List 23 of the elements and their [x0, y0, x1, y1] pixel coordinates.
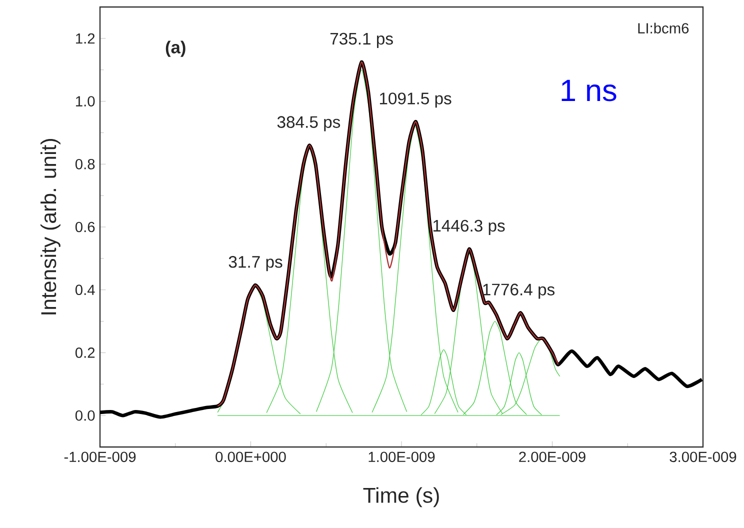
annotation: 384.5 ps	[277, 116, 340, 132]
annotation: 1446.3 ps	[433, 220, 505, 235]
annotation: (a)	[166, 40, 186, 57]
annotation: LI:bcm6	[638, 22, 689, 34]
annotation: 1 ns	[562, 80, 616, 102]
y-tick-label: 1.0	[76, 96, 95, 106]
x-tick-label: 2.00E-009	[519, 452, 586, 462]
y-tick-label: 0.4	[75, 284, 95, 296]
x-tick-label: -1.00E-009	[64, 452, 136, 462]
y-tick-label: 0.6	[75, 222, 95, 232]
x-tick-label: 0.00E+000	[216, 452, 286, 462]
y-tick-label: 1.2	[76, 33, 95, 44]
annotation: 735.1 ps	[330, 32, 393, 48]
annotation: 1091.5 ps	[380, 92, 452, 108]
y-tick-label: 0.2	[75, 348, 95, 358]
x-axis-title: Time (s)	[363, 487, 439, 508]
annotation: 31.7 ps	[228, 256, 282, 272]
y-tick-label: 0.0	[75, 410, 95, 421]
y-tick-label: 0.8	[75, 158, 95, 170]
y-axis-title: Intensity (arb. unit)	[40, 139, 60, 314]
annotation: 1776.4 ps	[483, 284, 555, 299]
x-tick-label: 1.00E-009	[368, 452, 435, 462]
x-tick-label: 3.00E-009	[670, 452, 736, 462]
